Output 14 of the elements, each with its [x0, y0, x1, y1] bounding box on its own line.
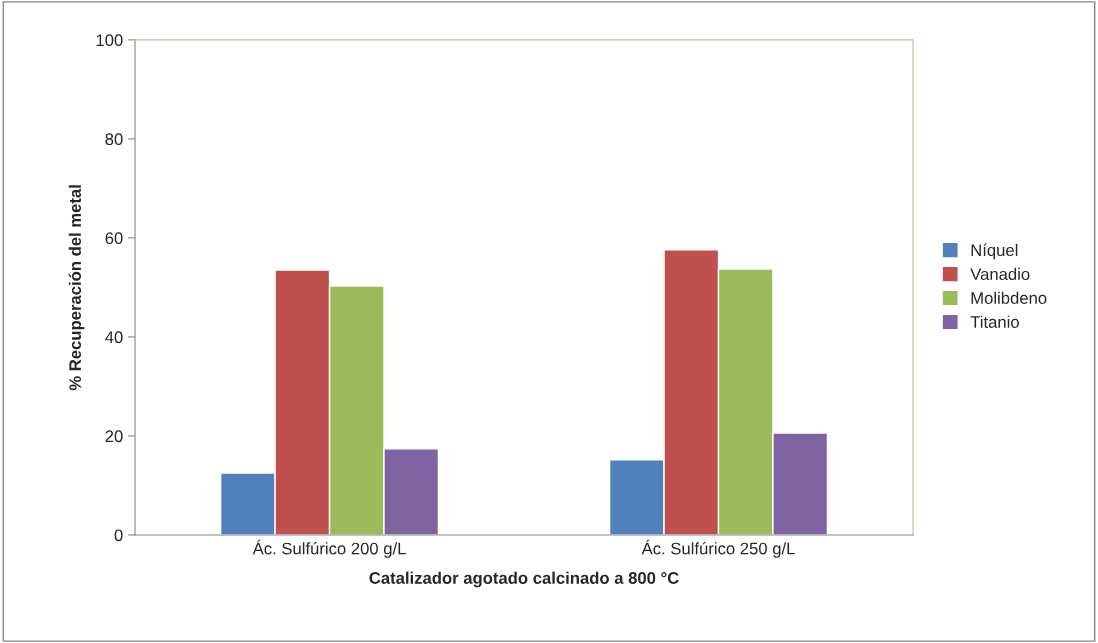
- y-tick-label: 60: [105, 232, 123, 245]
- x-axis-title: Catalizador agotado calcinado a 800 °C: [369, 571, 679, 588]
- y-tick-label: 20: [105, 430, 123, 443]
- legend-label: Titanio: [970, 315, 1019, 328]
- y-tick-label: 100: [96, 34, 123, 47]
- legend-label: Molibdeno: [971, 291, 1047, 304]
- y-tick-label: 40: [105, 331, 123, 344]
- y-tick-label: 80: [105, 133, 123, 146]
- y-tick-label: 0: [114, 529, 123, 542]
- legend-label: Níquel: [971, 243, 1018, 260]
- x-tick-label: Ác. Sulfúrico 250 g/L: [641, 539, 795, 558]
- legend-label: Vanadio: [970, 267, 1030, 281]
- y-axis-title: % Recuperación del metal: [68, 185, 85, 391]
- x-tick-label: Ác. Sulfúrico 200 g/L: [252, 539, 406, 558]
